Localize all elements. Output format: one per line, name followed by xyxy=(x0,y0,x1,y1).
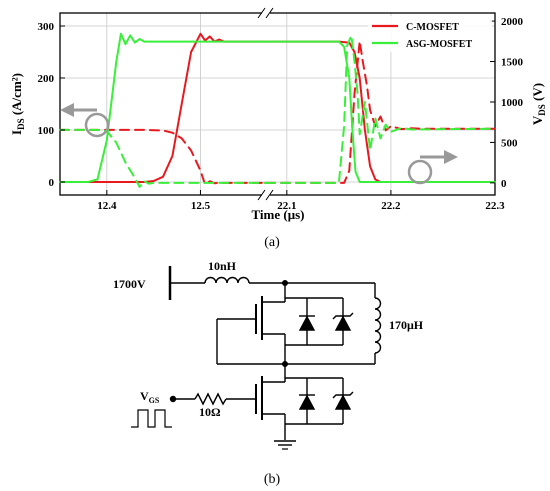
x-tick-label: 12.4 xyxy=(97,200,117,212)
y-tick-label-right: 1500 xyxy=(501,57,524,69)
x-tick-label: 22.3 xyxy=(485,200,505,212)
inductor-170uh xyxy=(374,297,382,354)
circuit-diagram xyxy=(131,266,382,450)
y-axis-title-left: IDS (A/cm²) xyxy=(9,73,26,135)
x-axis-break xyxy=(257,5,274,203)
tick-layer: 12.4 12.5 22.1 22.2 22.3 0 100 200 300 0 500 1000 15… xyxy=(38,16,524,212)
y-tick-label-left: 100 xyxy=(38,125,55,137)
series-c-mosfet-vds-seg2 xyxy=(265,40,496,184)
series-asg-mosfet-ids-seg2 xyxy=(265,40,496,183)
series-layer xyxy=(59,32,496,188)
y-axis-title-right: VDS (V) xyxy=(530,83,547,125)
y-tick-label-left: 300 xyxy=(38,21,55,33)
resistor-label: 10Ω xyxy=(199,405,221,419)
resistor-10ohm xyxy=(194,392,227,406)
chart: 12.4 12.5 22.1 22.2 22.3 0 100 200 300 0 500 1000 15… xyxy=(9,5,547,250)
upper-diode-2 xyxy=(334,315,352,331)
left-axis-indicator xyxy=(60,103,110,138)
legend-label-asg-mosfet: ASG-MOSFET xyxy=(406,39,472,50)
vgs-node xyxy=(169,395,177,403)
legend-label-c-mosfet: C-MOSFET xyxy=(406,22,459,33)
caption-a: (a) xyxy=(264,235,280,250)
plot-frame xyxy=(59,12,496,196)
y-tick-label-right: 500 xyxy=(501,137,518,149)
y-tick-label-left: 0 xyxy=(49,177,55,189)
series-asg-mosfet-vds-seg2 xyxy=(265,34,496,184)
x-tick-label: 22.1 xyxy=(277,200,296,212)
arrow-right-icon xyxy=(444,150,458,164)
right-axis-indicator xyxy=(407,150,458,185)
y-tick-label-right: 2000 xyxy=(501,16,524,28)
series-asg-mosfet-vds-seg1 xyxy=(59,128,267,188)
series-c-mosfet-ids-seg1 xyxy=(59,32,267,183)
y-tick-label-right: 0 xyxy=(501,178,507,190)
y-tick-label-left: 200 xyxy=(38,73,55,85)
lower-diode-2 xyxy=(334,394,352,410)
inductor-10nh-label: 10nH xyxy=(208,259,237,273)
gate-pulse-waveform xyxy=(131,409,172,428)
x-axis-title: Time (μs) xyxy=(252,207,305,222)
inductor-170uh-label: 170μH xyxy=(389,318,424,332)
caption-b: (b) xyxy=(264,472,281,487)
x-tick-label: 22.2 xyxy=(381,200,401,212)
lower-diode-1 xyxy=(298,394,316,410)
upper-diode-1 xyxy=(298,315,316,331)
vgs-label: VGS xyxy=(140,389,160,405)
x-tick-label: 12.5 xyxy=(191,200,211,212)
y-tick-label-right: 1000 xyxy=(501,97,524,109)
arrow-left-icon xyxy=(60,103,74,117)
series-c-mosfet-ids-seg2 xyxy=(265,40,496,183)
circuit-labels: 1700V 10nH 170μH 10Ω VGS (b) xyxy=(113,259,424,487)
inductor-10nh xyxy=(204,276,250,284)
series-asg-mosfet-ids-seg1 xyxy=(59,32,267,183)
legend: C-MOSFET ASG-MOSFET xyxy=(368,16,492,52)
supply-label: 1700V xyxy=(113,277,146,291)
